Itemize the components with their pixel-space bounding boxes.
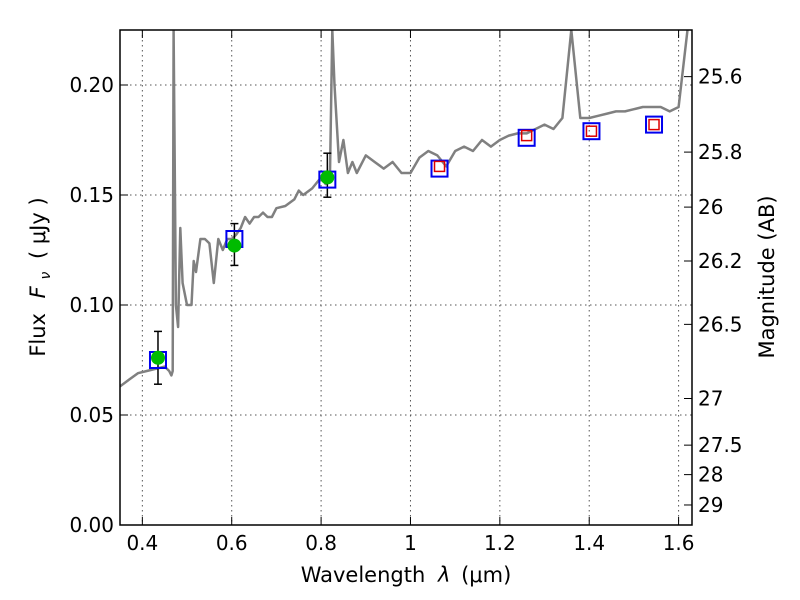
y-tick-label: 0.10	[69, 293, 114, 317]
y-tick-label: 0.20	[69, 73, 114, 97]
y2-tick-label: 28	[698, 463, 723, 487]
x-axis-title-prefix: Wavelength	[301, 563, 426, 587]
x-axis-title-unit: (μm)	[461, 563, 511, 587]
observed-flux-point	[150, 350, 165, 365]
y2-axis-title: Magnitude (AB)	[755, 195, 779, 358]
y2-tick-label: 25.8	[698, 140, 743, 164]
x-tick-label: 1	[404, 531, 417, 555]
x-tick-label: 0.8	[305, 531, 337, 555]
y2-tick-label: 26.5	[698, 312, 743, 336]
plot-frame	[119, 29, 693, 526]
y2-tick-label: 29	[698, 493, 723, 517]
axis-ticks: 0.4 0.6 0.8 1 1.2 1.4 1.6 0.00 0.05 0.10 0.15 0.20 2…	[69, 30, 743, 555]
y2-tick-label: 27	[698, 387, 723, 411]
y-axis-title-subscript: ν	[38, 272, 54, 280]
y-axis-title-prefix: Flux	[26, 313, 50, 357]
y2-tick-label: 25.6	[698, 65, 743, 89]
x-tick-label: 0.4	[126, 531, 158, 555]
spectrum-line	[120, 30, 689, 388]
x-tick-label: 1.4	[573, 531, 605, 555]
model-flux-box	[430, 159, 449, 178]
y-axis-title: Flux F ν ( μJy )	[26, 197, 55, 356]
model-flux-box	[582, 122, 601, 141]
upper-limit-marker	[520, 129, 533, 142]
plot-area	[120, 30, 689, 388]
model-flux-box	[645, 115, 664, 134]
x-tick-label: 1.2	[484, 531, 516, 555]
y-tick-label: 0.00	[69, 513, 114, 537]
y-tick-label: 0.05	[69, 403, 114, 427]
y-axis-title-unit: ( μJy )	[26, 197, 50, 259]
upper-limit-marker	[648, 118, 660, 131]
y2-tick-label: 27.5	[698, 433, 743, 457]
x-axis-title-symbol: λ	[437, 563, 450, 587]
model-flux-box	[517, 128, 536, 147]
x-axis-title: Wavelength λ (μm)	[301, 563, 512, 587]
x-tick-label: 1.6	[663, 531, 695, 555]
upper-limit-marker	[585, 125, 598, 137]
x-tick-label: 0.6	[216, 531, 248, 555]
observed-flux-point	[227, 238, 242, 253]
grid	[120, 30, 692, 526]
upper-limit-marker	[433, 160, 446, 173]
observed-flux-point	[320, 170, 335, 185]
y2-tick-label: 26.2	[698, 249, 743, 273]
y-axis-title-symbol: F	[26, 285, 50, 298]
y2-tick-label: 26	[698, 195, 723, 219]
y-tick-label: 0.15	[69, 183, 114, 207]
